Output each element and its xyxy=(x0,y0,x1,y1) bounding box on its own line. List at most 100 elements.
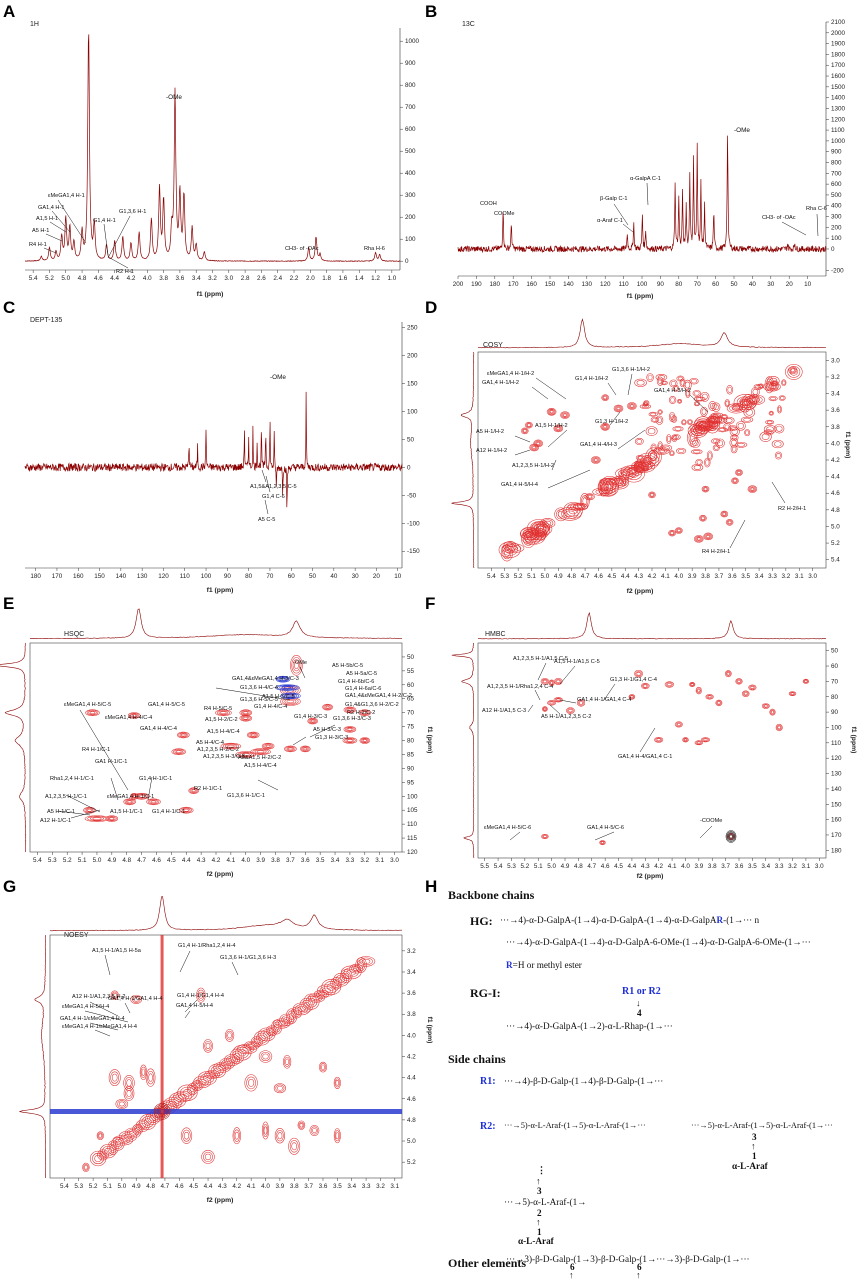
cross-peak-contour xyxy=(757,383,765,389)
y-tick-label: 75 xyxy=(407,724,415,731)
hsqc-negative-peak xyxy=(285,694,296,698)
hsqc-cross-peak xyxy=(286,699,295,704)
x-tick-label: 70 xyxy=(266,573,274,580)
hsqc-annotation-5: G1,4 H-6a/C-6 xyxy=(345,686,381,692)
diagonal-contour xyxy=(734,405,740,409)
noesy-cross-peak xyxy=(108,1069,121,1086)
diagonal-contour xyxy=(584,493,595,501)
hmbc-leader-line xyxy=(699,825,713,839)
noesy-water-peak xyxy=(155,1104,169,1119)
x-tick-label: 3.8 xyxy=(708,863,717,870)
y-tick-label: 5.0 xyxy=(407,1138,416,1145)
hmbc-annotation-0: A1,2,3,5 H-1/A1,5 C-5 xyxy=(513,656,568,662)
noesy-cross-peak xyxy=(97,1132,103,1139)
cross-peak-contour xyxy=(633,460,644,468)
hsqc-negative-peak xyxy=(278,676,288,682)
cross-peak-contour xyxy=(661,381,667,385)
hmbc-cross-peak xyxy=(634,669,643,678)
hsqc-negative-peak xyxy=(280,678,286,681)
panel-c-label-a15-c5: A1,5&A1,2,3,5 C-5 xyxy=(250,484,297,490)
x-tick-label: 110 xyxy=(180,573,191,580)
panel-c-label-a5-c5: A5 C-5 xyxy=(258,517,275,523)
diagonal-contour xyxy=(629,467,637,475)
cross-peak-contour xyxy=(737,442,746,447)
x-tick-label: 4.8 xyxy=(574,863,583,870)
cross-peak-contour xyxy=(672,435,677,441)
cross-peak-contour xyxy=(627,402,637,410)
noesy-cross-peak xyxy=(318,1061,328,1073)
y-tick-label: 55 xyxy=(407,668,415,675)
y-tick-label: 4.4 xyxy=(831,474,840,481)
x-tick-label: 150 xyxy=(545,281,556,288)
rg-branch-pos: 4 xyxy=(637,1008,642,1018)
cross-peak-contour xyxy=(643,400,650,406)
hmbc-cross-peak xyxy=(776,724,782,731)
panel-a-label-g14-h1: G1,4 H-1 xyxy=(93,218,116,224)
noesy-leader-line xyxy=(124,1002,131,1014)
hsqc-cross-peak xyxy=(243,711,249,715)
cross-peak-contour xyxy=(731,435,738,440)
cross-peak-contour xyxy=(591,456,601,464)
noesy-cross-peak xyxy=(203,1039,213,1053)
x-tick-label: 5.0 xyxy=(547,863,556,870)
hsqc-cross-peak xyxy=(146,798,161,806)
x-tick-label: 5.3 xyxy=(500,573,509,580)
hsqc-cross-peak xyxy=(323,704,332,710)
x-tick-label: 130 xyxy=(582,281,593,288)
noesy-diagonal-contour xyxy=(343,967,359,978)
noesy-diagonal-contour xyxy=(168,1100,177,1107)
hmbc-cross-peak xyxy=(737,679,741,683)
cross-peak-contour xyxy=(527,423,531,427)
noesy-diagonal-contour xyxy=(235,1046,249,1059)
cross-peak-contour xyxy=(723,416,735,425)
noesy-cross-peak xyxy=(196,987,206,1003)
x-tick-label: 3.3 xyxy=(362,1183,371,1190)
hmbc-annotation-10: -COOMe xyxy=(700,818,722,824)
cross-peak-contour xyxy=(772,381,777,386)
x-tick-label: 3.3 xyxy=(346,857,355,864)
x-tick-label: 4.0 xyxy=(681,863,690,870)
panel-b-axes: 200 190 180 170 160 150 140 130 120 110 100 90 80 70 6… xyxy=(453,19,846,288)
x-tick-label: 5.3 xyxy=(74,1183,83,1190)
hmbc-leader-line xyxy=(549,704,561,715)
noesy-cross-peak xyxy=(334,1130,340,1142)
noesy-cross-peak xyxy=(263,1126,268,1135)
panel-e-xlabel: f2 (ppm) xyxy=(207,871,234,878)
cross-peak-contour xyxy=(677,399,682,403)
noesy-cross-peak xyxy=(198,991,204,999)
x-tick-label: 3.8 xyxy=(290,1183,299,1190)
hmbc-leader-line xyxy=(639,727,656,753)
x-tick-label: 2.6 xyxy=(257,275,266,282)
panel-h-structures: Backbone chains HG: ···→4)-α-D-GalpA-(1→… xyxy=(440,880,860,1280)
cross-peak-contour xyxy=(643,466,648,470)
hsqc-cross-peak xyxy=(190,788,197,793)
cross-peak-contour xyxy=(531,445,538,450)
x-tick-label: 140 xyxy=(563,281,574,288)
panel-b-label-araf-c1: α-Araf C-1 xyxy=(597,218,623,224)
hsqc-cross-peak xyxy=(243,716,249,720)
x-tick-label: 120 xyxy=(600,281,611,288)
hsqc-cross-peak xyxy=(127,800,133,804)
noesy-cross-peak xyxy=(226,1030,234,1041)
x-tick-label: 3.0 xyxy=(390,857,399,864)
cross-peak-contour xyxy=(711,438,721,444)
x-tick-label: 3.0 xyxy=(815,863,824,870)
noesy-cross-peak xyxy=(333,1128,341,1144)
hsqc-annotation-24: A1,2,3,5 H-2/C-2 xyxy=(197,747,239,753)
panel-b-xlabel: f1 (ppm) xyxy=(627,293,654,300)
noesy-cross-peak xyxy=(84,1165,88,1170)
panel-d-axes: 5.4 5.3 5.2 5.1 5.0 4.9 4.8 4.7 4.6 4.5 4.4 4.3 4.2 4… xyxy=(451,318,840,580)
r2-c-arrow-top: ↑ xyxy=(536,1176,541,1186)
noesy-cross-peak xyxy=(234,1131,239,1140)
hsqc-annotation-8: GA1,4&εMeGA1,4 H-2/C-2 xyxy=(345,693,412,699)
panel-a-label-g136-h1: G1,3,6 H-1 xyxy=(119,209,146,215)
hsqc-cross-peak xyxy=(301,746,310,752)
noesy-cross-peak xyxy=(224,1029,235,1042)
y-tick-label: 150 xyxy=(831,801,842,808)
cross-peak-contour xyxy=(737,422,744,429)
y-tick-label: 60 xyxy=(407,682,415,689)
hsqc-cross-peak xyxy=(261,742,275,750)
hsqc-cross-peak xyxy=(344,726,355,733)
x-tick-label: 3.1 xyxy=(795,573,804,580)
x-tick-label: 50 xyxy=(309,573,317,580)
